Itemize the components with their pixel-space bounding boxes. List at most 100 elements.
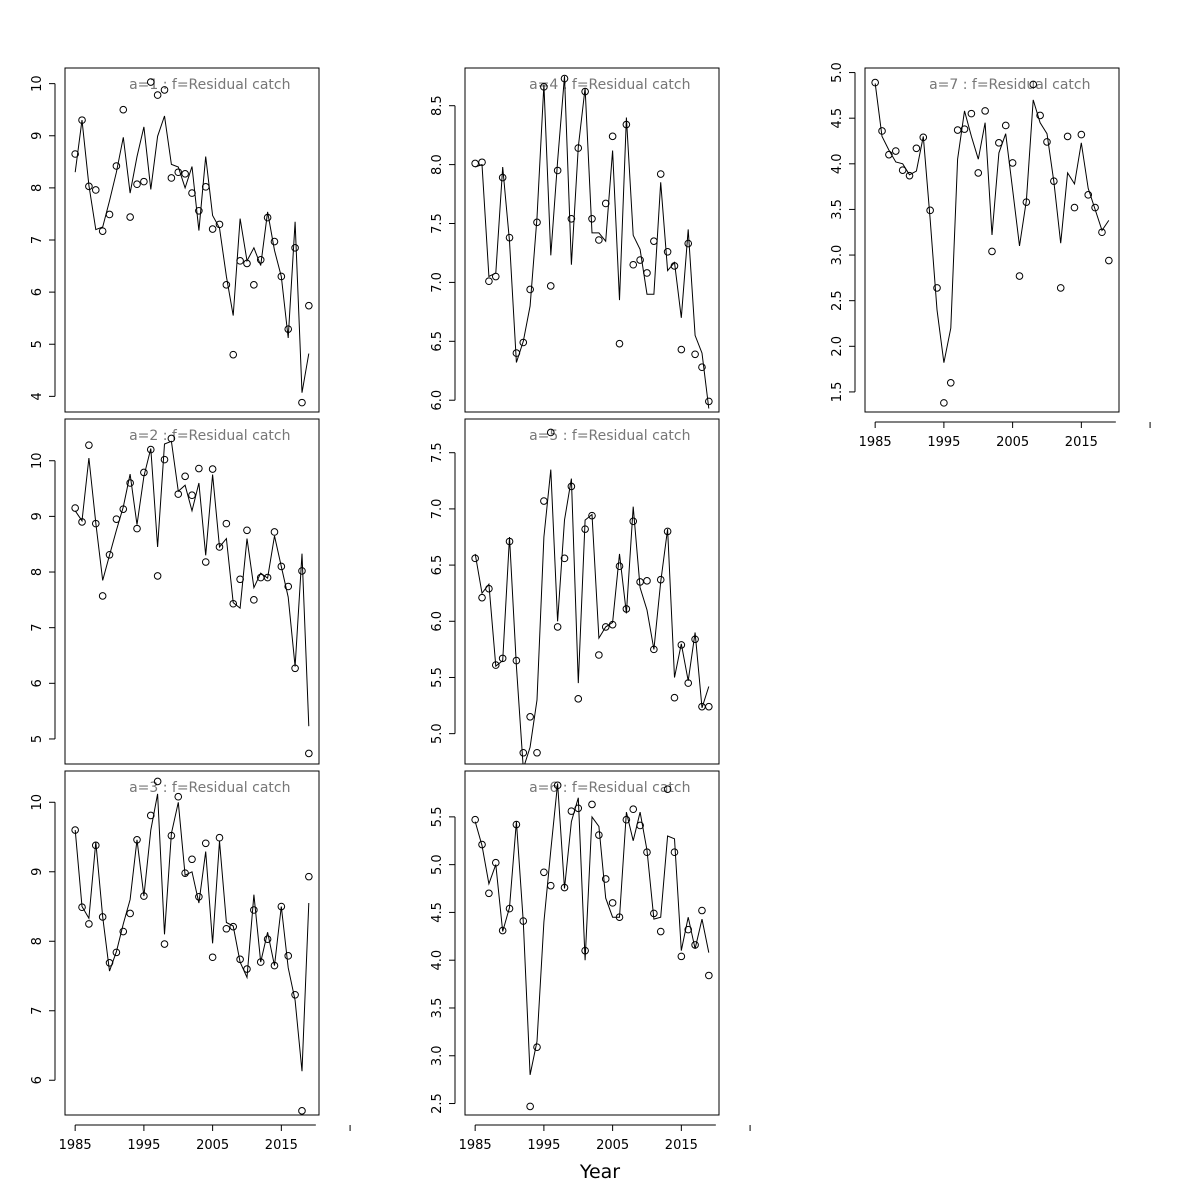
data-point-observed	[891, 147, 900, 155]
data-point-observed	[153, 91, 162, 99]
data-point-observed	[236, 257, 244, 265]
data-point-observed	[1001, 121, 1010, 130]
y-tick-label: 6.5	[430, 331, 445, 352]
y-tick-label: 8.5	[430, 95, 445, 116]
data-point-observed	[298, 398, 306, 407]
data-point-observed	[71, 150, 79, 158]
plot-area	[71, 434, 313, 758]
panel-title: a=4 : f=Residual catch	[529, 77, 690, 93]
y-tick-label: 9	[30, 132, 45, 140]
panel-title: a=2 : f=Residual catch	[129, 428, 290, 444]
data-point-observed	[615, 562, 624, 571]
x-tick-label: 2015	[1065, 435, 1098, 450]
y-tick-label: 5.5	[430, 667, 445, 688]
y-tick-label: 2.5	[430, 1093, 445, 1114]
data-point-observed	[160, 940, 169, 948]
data-point-observed	[1105, 256, 1113, 265]
x-tick-label: 2005	[196, 1138, 229, 1153]
plot-area	[71, 777, 313, 1115]
y-tick-label: 10	[30, 794, 45, 811]
data-point-observed	[263, 573, 272, 582]
y-tick-label: 7	[30, 236, 45, 244]
plot-frame	[64, 67, 320, 413]
data-point-observed	[485, 277, 493, 286]
y-tick-label: 4.5	[430, 902, 445, 923]
data-point-observed	[677, 952, 686, 961]
data-point-observed	[270, 528, 279, 536]
y-tick-label: 5.0	[830, 62, 845, 83]
data-point-observed	[291, 244, 299, 252]
y-tick-label: 5	[30, 735, 45, 743]
y-tick-label: 7	[30, 1007, 45, 1015]
panel-7: 1.5 2.0 2.5 3.0 3.5 4.0 4.5 5.0 1985 1995 2005 2015…	[830, 62, 1151, 450]
plot-frame	[64, 770, 320, 1116]
data-point-observed	[608, 132, 617, 141]
data-point-observed	[71, 504, 79, 512]
data-point-observed	[960, 125, 969, 133]
data-point-observed	[250, 596, 258, 604]
data-point-observed	[560, 554, 569, 563]
y-tick-label: 8	[30, 568, 45, 576]
data-point-observed	[222, 519, 231, 528]
data-point-observed	[112, 948, 121, 957]
series-line-fitted	[474, 469, 710, 764]
data-point-observed	[201, 839, 210, 848]
data-point-observed	[174, 792, 183, 801]
data-point-observed	[229, 922, 238, 931]
data-point-observed	[195, 464, 203, 473]
data-point-observed	[684, 239, 693, 248]
data-point-observed	[988, 247, 996, 256]
data-point-observed	[201, 558, 210, 566]
data-point-observed	[643, 269, 651, 277]
data-point-observed	[112, 162, 121, 170]
y-tick-label: 7.0	[430, 499, 445, 520]
data-point-observed	[546, 428, 555, 437]
data-point-observed	[208, 953, 217, 962]
data-point-observed	[105, 210, 114, 219]
data-point-observed	[629, 260, 638, 269]
data-point-observed	[485, 889, 493, 898]
data-point-observed	[519, 748, 528, 757]
data-point-observed	[1084, 191, 1093, 199]
y-tick-label: 2.5	[830, 290, 845, 311]
data-point-observed	[119, 927, 128, 936]
data-point-observed	[222, 924, 231, 933]
data-point-observed	[305, 872, 313, 881]
series-line-fitted	[74, 115, 310, 393]
data-point-observed	[533, 748, 541, 757]
data-point-observed	[553, 166, 562, 175]
y-tick-label: 6	[30, 1076, 45, 1084]
y-tick-label: 4.0	[830, 153, 845, 174]
data-point-observed	[195, 207, 203, 215]
y-tick-label: 3.5	[830, 199, 845, 220]
panel-3: 6 7 8 9 10 1985 1995 2005 2015 a=3 : f=Residual c…	[30, 770, 351, 1153]
data-point-observed	[663, 785, 672, 793]
data-point-observed	[595, 651, 603, 659]
panel-6: 2.5 3.0 3.5 4.0 4.5 5.0 5.5 1985 1995 2005 2015 a=6…	[430, 770, 751, 1153]
data-point-observed	[133, 524, 141, 533]
data-point-observed	[595, 236, 603, 244]
data-point-observed	[146, 811, 155, 820]
plot-frame	[864, 67, 1120, 413]
data-point-observed	[898, 166, 907, 174]
data-point-observed	[291, 990, 299, 999]
data-point-observed	[705, 971, 713, 980]
data-point-observed	[650, 237, 658, 245]
data-point-observed	[946, 379, 955, 387]
y-tick-label: 4	[30, 392, 45, 400]
y-tick-label: 2.0	[830, 336, 845, 357]
data-point-observed	[1056, 284, 1065, 292]
data-point-observed	[663, 247, 672, 256]
data-point-observed	[595, 831, 603, 839]
plot-frame	[464, 770, 720, 1116]
data-point-observed	[188, 855, 196, 864]
series-line-fitted	[74, 793, 310, 1072]
panel-4: 6.0 6.5 7.0 7.5 8.0 8.5 a=4 : f=Residual catch	[430, 67, 720, 413]
series-line-fitted	[474, 783, 710, 1076]
x-tick-label: 1985	[459, 1138, 492, 1153]
data-point-observed	[91, 186, 100, 194]
y-tick-label: 4.5	[830, 108, 845, 129]
panel-title: a=6 : f=Residual catch	[529, 780, 690, 796]
y-tick-label: 7.5	[430, 213, 445, 234]
